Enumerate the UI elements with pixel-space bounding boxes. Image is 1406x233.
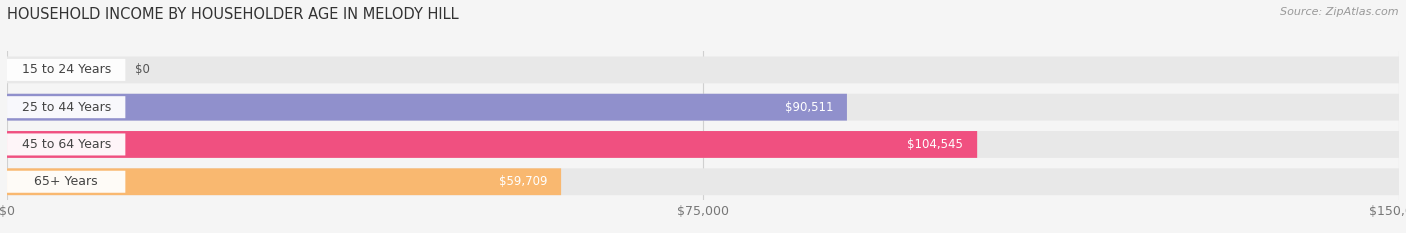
Text: 65+ Years: 65+ Years xyxy=(34,175,98,188)
Text: $0: $0 xyxy=(135,63,149,76)
Text: Source: ZipAtlas.com: Source: ZipAtlas.com xyxy=(1281,7,1399,17)
FancyBboxPatch shape xyxy=(7,96,125,118)
Text: 45 to 64 Years: 45 to 64 Years xyxy=(21,138,111,151)
FancyBboxPatch shape xyxy=(7,131,1399,158)
Text: $104,545: $104,545 xyxy=(907,138,963,151)
Text: $90,511: $90,511 xyxy=(785,101,832,114)
Text: 25 to 44 Years: 25 to 44 Years xyxy=(21,101,111,114)
Text: $59,709: $59,709 xyxy=(499,175,547,188)
FancyBboxPatch shape xyxy=(7,168,1399,195)
FancyBboxPatch shape xyxy=(7,171,125,193)
FancyBboxPatch shape xyxy=(7,131,977,158)
FancyBboxPatch shape xyxy=(7,59,125,81)
Text: HOUSEHOLD INCOME BY HOUSEHOLDER AGE IN MELODY HILL: HOUSEHOLD INCOME BY HOUSEHOLDER AGE IN M… xyxy=(7,7,458,22)
FancyBboxPatch shape xyxy=(7,134,125,155)
Text: 15 to 24 Years: 15 to 24 Years xyxy=(21,63,111,76)
FancyBboxPatch shape xyxy=(7,168,561,195)
FancyBboxPatch shape xyxy=(7,56,1399,83)
FancyBboxPatch shape xyxy=(7,94,846,121)
FancyBboxPatch shape xyxy=(7,94,1399,121)
